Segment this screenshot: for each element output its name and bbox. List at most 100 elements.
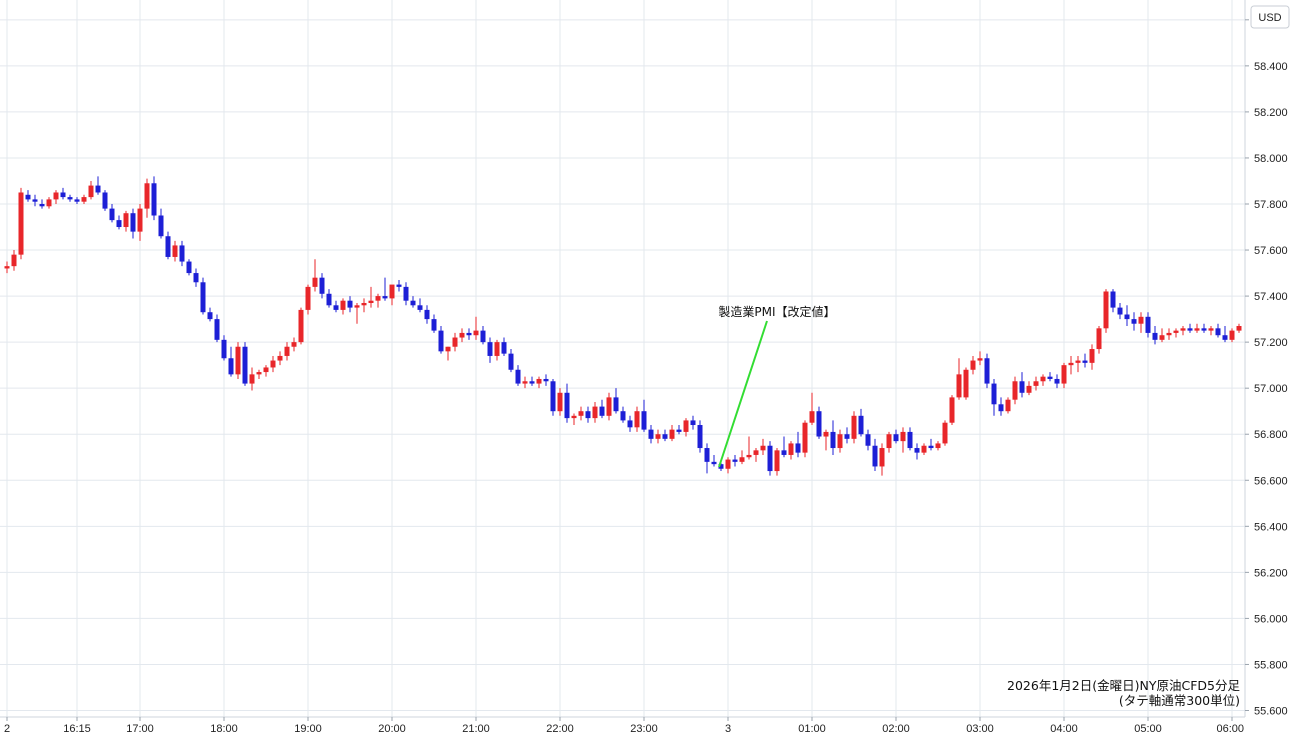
- annotation: 製造業PMI【改定値】: [718, 304, 836, 468]
- candle-body: [536, 378, 542, 384]
- candle-body: [739, 457, 745, 462]
- candle-body: [746, 454, 752, 458]
- candle-body: [221, 339, 227, 359]
- candle-body: [809, 411, 815, 423]
- price-tick-label: 55.800: [1254, 659, 1288, 671]
- candle-body: [998, 404, 1004, 412]
- candle-body: [235, 346, 241, 375]
- price-tick-label: 56.400: [1254, 521, 1288, 533]
- price-tick-label: 57.800: [1254, 199, 1288, 211]
- candle-body: [130, 213, 136, 232]
- candle-body: [1222, 335, 1228, 340]
- candle-body: [606, 397, 612, 416]
- candle-body: [879, 448, 885, 467]
- candle-body: [95, 185, 101, 193]
- candle-body: [676, 429, 682, 432]
- candle-body: [1117, 307, 1123, 315]
- candle-body: [123, 213, 129, 228]
- time-tick-label: 21:00: [462, 723, 490, 735]
- candle-body: [431, 319, 437, 331]
- candle-body: [641, 411, 647, 430]
- candle-body: [179, 245, 185, 262]
- candle-body: [53, 192, 59, 200]
- candle-body: [368, 300, 374, 303]
- time-tick-label: 01:00: [798, 723, 826, 735]
- candle-body: [11, 254, 17, 267]
- chart-title: 2026年1月2日(金曜日)NY原油CFD5分足: [1007, 678, 1240, 693]
- price-tick-label: 58.000: [1254, 153, 1288, 165]
- candle-body: [67, 197, 73, 200]
- candle-body: [410, 300, 416, 306]
- candle-body: [445, 346, 451, 352]
- candle-body: [928, 445, 934, 449]
- candle-body: [389, 284, 395, 299]
- candle-body: [60, 192, 66, 198]
- candle-body: [872, 445, 878, 467]
- candle-body: [158, 215, 164, 237]
- candle-body: [4, 266, 10, 269]
- candle-body: [1061, 365, 1067, 384]
- candle-body: [949, 397, 955, 423]
- candle-body: [1236, 326, 1242, 331]
- candle-body: [886, 434, 892, 449]
- candle-body: [270, 360, 276, 368]
- candle-body: [1208, 328, 1214, 331]
- candle-body: [193, 273, 199, 283]
- time-tick-label: 22:00: [546, 723, 574, 735]
- candle-body: [935, 443, 941, 449]
- candle-body: [1166, 332, 1172, 336]
- candle-body: [578, 411, 584, 416]
- candle-body: [1229, 330, 1235, 340]
- candle-body: [1159, 335, 1165, 340]
- currency-button-box[interactable]: [1250, 5, 1290, 29]
- candle-body: [417, 305, 423, 310]
- candle-body: [39, 203, 45, 207]
- candle-body: [1012, 381, 1018, 400]
- price-tick-label: 58.200: [1254, 107, 1288, 119]
- candle-body: [564, 392, 570, 419]
- currency-button[interactable]: USD: [1250, 5, 1290, 29]
- candle-body: [452, 337, 458, 347]
- candle-body: [753, 450, 759, 455]
- candle-body: [466, 332, 472, 336]
- price-tick-label: 58.400: [1254, 61, 1288, 73]
- candle-body: [816, 411, 822, 437]
- candle-body: [298, 309, 304, 343]
- candle-body: [585, 411, 591, 419]
- candle-body: [865, 434, 871, 446]
- currency-label[interactable]: USD: [1258, 12, 1281, 24]
- candle-body: [942, 422, 948, 444]
- candle-body: [1145, 316, 1151, 333]
- time-tick-label: 02:00: [882, 723, 910, 735]
- candle-body: [991, 383, 997, 405]
- candle-body: [1103, 291, 1109, 329]
- candle-body: [81, 197, 87, 202]
- candle-body: [543, 378, 549, 382]
- price-axis-background: [1245, 0, 1300, 745]
- candle-body: [627, 420, 633, 428]
- candle-body: [704, 448, 710, 462]
- candle-body: [963, 369, 969, 398]
- candle-body: [1194, 328, 1200, 331]
- candle-body: [718, 464, 724, 469]
- candle-body: [515, 369, 521, 384]
- chart-subtitle: (タテ軸通常300単位): [1119, 693, 1240, 708]
- price-tick-label: 57.000: [1254, 383, 1288, 395]
- candle-body: [340, 300, 346, 310]
- candle-body: [557, 392, 563, 412]
- candle-body: [305, 286, 311, 310]
- candle-body: [403, 286, 409, 301]
- candle-body: [648, 429, 654, 439]
- candle-body: [802, 422, 808, 453]
- annotation-label: 製造業PMI【改定値】: [718, 304, 835, 319]
- annotation-line: [718, 320, 768, 468]
- price-tick-label: 56.600: [1254, 475, 1288, 487]
- candle-body: [473, 330, 479, 336]
- price-tick-label: 57.600: [1254, 245, 1288, 257]
- candle-body: [1124, 314, 1130, 320]
- candle-body: [102, 192, 108, 209]
- time-tick-label: 2: [4, 723, 10, 735]
- candle-body: [977, 358, 983, 361]
